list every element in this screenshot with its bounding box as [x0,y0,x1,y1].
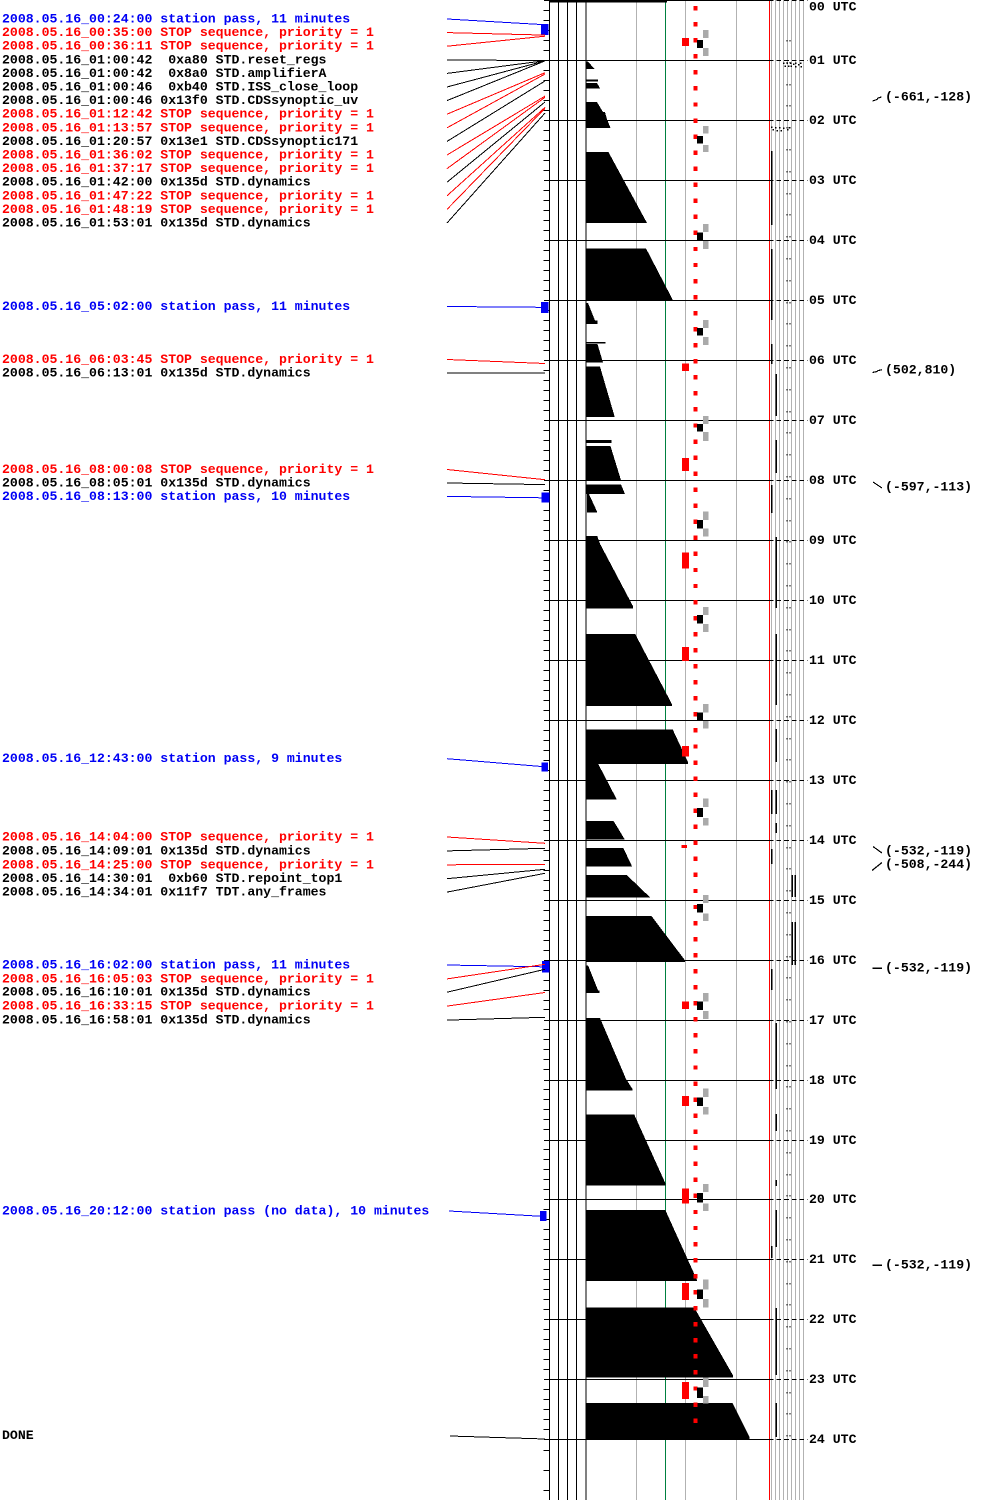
svg-text:21 UTC: 21 UTC [809,1252,857,1267]
svg-text:03 UTC: 03 UTC [809,173,857,188]
svg-text:2008.05.16_01:20:57 0x13e1 STD: 2008.05.16_01:20:57 0x13e1 STD.CDSsynopt… [2,134,358,149]
svg-text:2008.05.16_08:05:01 0x135d STD: 2008.05.16_08:05:01 0x135d STD.dynamics [2,476,311,491]
svg-text:2008.05.16_01:00:46 0x13f0 STD: 2008.05.16_01:00:46 0x13f0 STD.CDSsynopt… [2,93,358,108]
svg-text:20 UTC: 20 UTC [809,1192,857,1207]
svg-text:(-532,-119): (-532,-119) [885,1258,972,1273]
svg-text:02 UTC: 02 UTC [809,113,857,128]
svg-text:2008.05.16_01:00:42 0x8a0 STD: 2008.05.16_01:00:42 0x8a0 STD.amplifierA [2,66,327,81]
svg-text:22 UTC: 22 UTC [809,1312,857,1327]
svg-text:07 UTC: 07 UTC [809,413,857,428]
svg-text:2008.05.16_01:42:00 0x135d STD: 2008.05.16_01:42:00 0x135d STD.dynamics [2,175,311,190]
svg-text:2008.05.16_01:48:19 STOP seque: 2008.05.16_01:48:19 STOP sequence, prior… [2,202,374,217]
svg-text:19 UTC: 19 UTC [809,1133,857,1148]
svg-text:2008.05.16_01:13:57 STOP seque: 2008.05.16_01:13:57 STOP sequence, prior… [2,120,374,135]
svg-text:2008.05.16_16:05:03 STOP seque: 2008.05.16_16:05:03 STOP sequence, prior… [2,971,374,986]
svg-text:2008.05.16_16:33:15 STOP seque: 2008.05.16_16:33:15 STOP sequence, prior… [2,999,374,1014]
svg-text:24 UTC: 24 UTC [809,1432,857,1447]
svg-text:2008.05.16_05:02:00 station pa: 2008.05.16_05:02:00 station pass, 11 min… [2,299,350,314]
svg-text:2008.05.16_08:13:00 station pa: 2008.05.16_08:13:00 station pass, 10 min… [2,489,350,504]
svg-text:00 UTC: 00 UTC [809,0,857,14]
svg-text:2008.05.16_06:13:01 0x135d STD: 2008.05.16_06:13:01 0x135d STD.dynamics [2,366,311,381]
svg-text:18 UTC: 18 UTC [809,1073,857,1088]
svg-text:DONE: DONE [2,1428,34,1443]
svg-text:2008.05.16_16:10:01 0x135d STD: 2008.05.16_16:10:01 0x135d STD.dynamics [2,985,311,1000]
svg-text:14 UTC: 14 UTC [809,833,857,848]
svg-text:(-597,-113): (-597,-113) [885,480,972,495]
svg-text:2008.05.16_06:03:45 STOP seque: 2008.05.16_06:03:45 STOP sequence, prior… [2,352,374,367]
svg-text:15 UTC: 15 UTC [809,893,857,908]
svg-text:2008.05.16_01:53:01 0x135d STD: 2008.05.16_01:53:01 0x135d STD.dynamics [2,216,311,231]
svg-text:12 UTC: 12 UTC [809,713,857,728]
svg-text:05 UTC: 05 UTC [809,293,857,308]
svg-text:13 UTC: 13 UTC [809,773,857,788]
svg-text:10 UTC: 10 UTC [809,593,857,608]
svg-text:2008.05.16_12:43:00 station pa: 2008.05.16_12:43:00 station pass, 9 minu… [2,751,342,766]
svg-text:2008.05.16_01:47:22 STOP seque: 2008.05.16_01:47:22 STOP sequence, prior… [2,188,374,203]
svg-text:2008.05.16_01:00:46 0xb40 STD: 2008.05.16_01:00:46 0xb40 STD.ISS_close_… [2,80,358,95]
svg-text:(-661,-128): (-661,-128) [885,90,972,105]
svg-text:(-508,-244): (-508,-244) [885,857,972,872]
svg-text:2008.05.16_14:30:01 0xb60 STD: 2008.05.16_14:30:01 0xb60 STD.repoint_to… [2,871,342,886]
svg-text:16 UTC: 16 UTC [809,953,857,968]
svg-text:09 UTC: 09 UTC [809,533,857,548]
svg-text:2008.05.16_00:36:11 STOP seque: 2008.05.16_00:36:11 STOP sequence, prior… [2,39,374,54]
svg-text:2008.05.16_00:24:00 station pa: 2008.05.16_00:24:00 station pass, 11 min… [2,12,350,27]
svg-text:2008.05.16_00:35:00 STOP seque: 2008.05.16_00:35:00 STOP sequence, prior… [2,25,374,40]
svg-text:23 UTC: 23 UTC [809,1372,857,1387]
svg-text:01 UTC: 01 UTC [809,53,857,68]
svg-text:2008.05.16_01:37:17 STOP seque: 2008.05.16_01:37:17 STOP sequence, prior… [2,161,374,176]
svg-text:2008.05.16_01:00:42 0xa80 STD: 2008.05.16_01:00:42 0xa80 STD.reset_regs [2,52,327,67]
svg-text:2008.05.16_14:09:01 0x135d STD: 2008.05.16_14:09:01 0x135d STD.dynamics [2,843,311,858]
svg-text:(-532,-119): (-532,-119) [885,961,972,976]
svg-text:(502,810): (502,810) [885,363,956,378]
svg-text:2008.05.16_01:12:42 STOP seque: 2008.05.16_01:12:42 STOP sequence, prior… [2,107,374,122]
svg-text:2008.05.16_01:36:02 STOP seque: 2008.05.16_01:36:02 STOP sequence, prior… [2,148,374,163]
svg-text:06 UTC: 06 UTC [809,353,857,368]
svg-text:2008.05.16_16:58:01 0x135d STD: 2008.05.16_16:58:01 0x135d STD.dynamics [2,1013,311,1028]
svg-text:04 UTC: 04 UTC [809,233,857,248]
svg-text:2008.05.16_14:25:00 STOP seque: 2008.05.16_14:25:00 STOP sequence, prior… [2,857,374,872]
svg-text:2008.05.16_16:02:00 station pa: 2008.05.16_16:02:00 station pass, 11 min… [2,958,350,973]
svg-text:17 UTC: 17 UTC [809,1013,857,1028]
svg-text:2008.05.16_08:00:08 STOP seque: 2008.05.16_08:00:08 STOP sequence, prior… [2,462,374,477]
svg-text:08 UTC: 08 UTC [809,473,857,488]
svg-text:2008.05.16_20:12:00 station pa: 2008.05.16_20:12:00 station pass (no dat… [2,1204,429,1219]
svg-text:2008.05.16_14:04:00 STOP seque: 2008.05.16_14:04:00 STOP sequence, prior… [2,830,374,845]
svg-text:(-532,-119): (-532,-119) [885,844,972,859]
svg-text:2008.05.16_14:34:01 0x11f7 TDT: 2008.05.16_14:34:01 0x11f7 TDT.any_frame… [2,885,327,900]
svg-text:11 UTC: 11 UTC [809,653,857,668]
